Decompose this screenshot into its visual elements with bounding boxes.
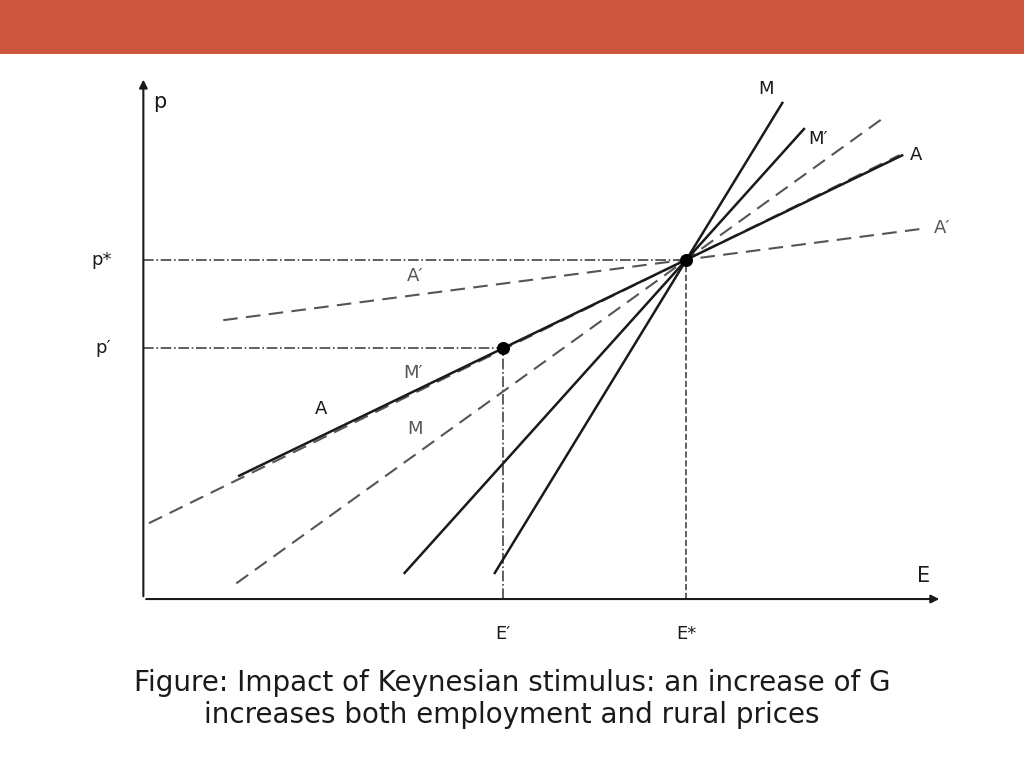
Text: M′: M′ (808, 131, 827, 148)
Text: M′: M′ (403, 364, 423, 382)
Text: p*: p* (91, 250, 112, 269)
Text: p: p (153, 92, 166, 112)
Text: E*: E* (677, 625, 696, 643)
Text: M: M (759, 80, 774, 98)
Text: A′: A′ (934, 219, 950, 237)
Text: E: E (916, 566, 930, 586)
Text: A′: A′ (407, 267, 423, 285)
Text: A: A (910, 147, 923, 164)
Text: p′: p′ (96, 339, 112, 357)
Text: M: M (408, 420, 423, 439)
Text: Figure: Impact of Keynesian stimulus: an increase of G
increases both employment: Figure: Impact of Keynesian stimulus: an… (134, 669, 890, 729)
Text: E′: E′ (495, 625, 511, 643)
Point (495, 343, 511, 355)
Text: A: A (314, 399, 327, 418)
Point (678, 253, 694, 266)
